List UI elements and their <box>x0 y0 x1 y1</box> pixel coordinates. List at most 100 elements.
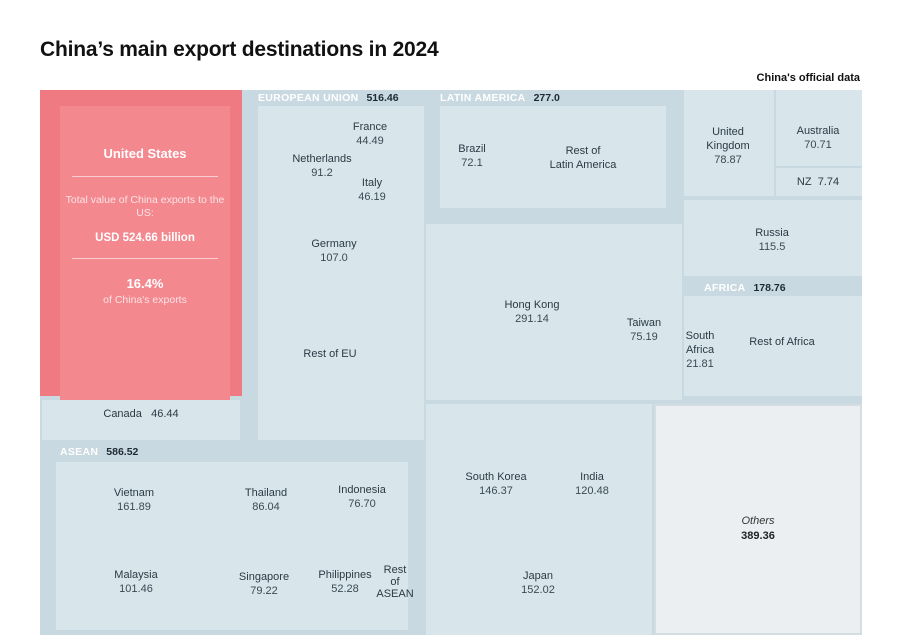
value-malaysia: 101.46 <box>119 583 153 595</box>
label-india: India <box>580 471 604 483</box>
region-asean: ASEAN 586.52 Vietnam 161.89 Thailand 86.04 … <box>40 442 424 635</box>
region-name-latam: LATIN AMERICA <box>440 92 526 104</box>
us-share-label: of China's exports <box>103 294 187 306</box>
region-total-asean: 586.52 <box>106 446 139 458</box>
region-total-eu: 516.46 <box>366 92 399 104</box>
value-vietnam: 161.89 <box>117 501 151 513</box>
cell-rest-latam: Rest of Latin America <box>549 145 617 171</box>
label-vietnam: Vietnam <box>113 487 155 499</box>
label-indonesia: Indonesia <box>338 484 386 496</box>
us-description: Total value of China exports to the US: <box>65 194 225 219</box>
label-thailand: Thailand <box>244 487 288 499</box>
label-hong-kong: Hong Kong <box>504 299 560 311</box>
cell-singapore: Singapore 79.22 <box>239 570 289 598</box>
us-total: USD 524.66 billion <box>95 232 195 244</box>
cell-italy: Italy 46.19 <box>358 176 386 204</box>
region-total-latam: 277.0 <box>533 92 560 104</box>
eu-cells <box>258 106 424 440</box>
region-header-asean: ASEAN 586.52 <box>60 446 138 458</box>
cell-others: Others 389.36 <box>654 404 862 635</box>
cell-japan: Japan 152.02 <box>521 569 555 597</box>
label-nz: NZ <box>796 176 812 188</box>
value-netherlands: 91.2 <box>311 167 333 179</box>
label-japan: Japan <box>523 570 553 582</box>
label-taiwan: Taiwan <box>626 317 662 329</box>
latam-cells <box>440 106 666 208</box>
region-name-asean: ASEAN <box>60 446 99 458</box>
value-others: 389.36 <box>741 530 775 542</box>
cell-thailand: Thailand 86.04 <box>245 486 287 514</box>
cell-rest-africa: Rest of Africa <box>749 335 814 349</box>
value-australia: 70.71 <box>804 139 832 151</box>
label-others: Others <box>741 515 775 527</box>
value-south-africa: 21.81 <box>686 358 714 370</box>
cell-malaysia: Malaysia 101.46 <box>114 568 157 596</box>
region-header-latam: LATIN AMERICA 277.0 <box>440 92 560 104</box>
label-brazil: Brazil <box>458 143 486 155</box>
cell-germany: Germany 107.0 <box>311 237 356 265</box>
region-name-africa: AFRICA <box>704 282 746 294</box>
label-russia: Russia <box>755 227 789 239</box>
label-uk: United Kingdom <box>706 126 750 152</box>
value-philippines: 52.28 <box>331 583 359 595</box>
cell-france: France 44.49 <box>353 120 387 148</box>
us-inner-panel: United States Total value of China expor… <box>60 106 230 400</box>
label-singapore: Singapore <box>238 571 290 583</box>
label-rest-eu: Rest of EU <box>303 348 357 360</box>
value-russia: 115.5 <box>758 241 786 253</box>
region-africa: AFRICA 178.76 South Africa 21.81 Rest of A… <box>684 280 862 400</box>
cell-indonesia: Indonesia 76.70 <box>338 483 386 511</box>
value-south-korea: 146.37 <box>479 485 513 497</box>
label-france: France <box>352 121 388 133</box>
label-australia: Australia <box>796 125 840 137</box>
value-uk: 78.87 <box>714 154 742 166</box>
region-latam: LATIN AMERICA 277.0 Brazil 72.1 Rest of La… <box>426 90 682 222</box>
cell-canada: Canada 46.44 <box>42 400 240 440</box>
cell-hong-kong: Hong Kong 291.14 <box>504 298 559 326</box>
us-block: United States Total value of China expor… <box>40 90 242 400</box>
value-italy: 46.19 <box>358 191 386 203</box>
label-south-africa: South Africa <box>685 330 715 356</box>
label-philippines: Philippines <box>318 569 372 581</box>
region-name-eu: EUROPEAN UNION <box>258 92 359 104</box>
cell-australia: Australia 70.71 <box>776 90 862 166</box>
value-brazil: 72.1 <box>461 157 483 169</box>
treemap: United States Total value of China expor… <box>40 90 862 635</box>
region-eu: EUROPEAN UNION 516.46 Netherlands 91.2 Fra… <box>242 90 424 440</box>
value-hong-kong: 291.14 <box>515 313 549 325</box>
cell-vietnam: Vietnam 161.89 <box>114 486 154 514</box>
cell-korea-india-japan: South Korea 146.37 India 120.48 Japan 152.0… <box>426 404 652 635</box>
value-india: 120.48 <box>575 485 609 497</box>
africa-cells <box>684 296 862 396</box>
cell-rest-eu: Rest of EU <box>303 347 356 361</box>
value-indonesia: 76.70 <box>348 498 376 510</box>
region-total-africa: 178.76 <box>753 282 786 294</box>
cell-hk-taiwan: Hong Kong 291.14 Taiwan 75.19 <box>426 224 682 400</box>
cell-south-africa: South Africa 21.81 <box>686 329 715 371</box>
cell-nz: NZ 7.74 <box>776 168 862 196</box>
chart-title: China’s main export destinations in 2024 <box>40 38 439 61</box>
label-netherlands: Netherlands <box>292 153 352 165</box>
cell-south-korea: South Korea 146.37 <box>465 470 526 498</box>
label-italy: Italy <box>361 177 383 189</box>
asean-cells <box>56 462 408 630</box>
source-note: China's official data <box>756 72 860 84</box>
region-header-africa: AFRICA 178.76 <box>704 282 786 294</box>
cell-brazil: Brazil 72.1 <box>458 142 486 170</box>
label-canada: Canada <box>103 408 142 420</box>
cell-taiwan: Taiwan 75.19 <box>627 316 661 344</box>
cell-russia: Russia 115.5 <box>684 200 862 276</box>
cell-rest-asean: Rest of ASEAN <box>376 564 414 600</box>
cell-netherlands: Netherlands 91.2 <box>292 152 351 180</box>
cell-india: India 120.48 <box>575 470 609 498</box>
us-divider <box>72 176 218 177</box>
value-france: 44.49 <box>356 135 384 147</box>
cell-philippines: Philippines 52.28 <box>318 568 371 596</box>
us-share: 16.4% <box>126 276 164 291</box>
label-germany: Germany <box>311 238 357 250</box>
value-germany: 107.0 <box>320 252 348 264</box>
us-name: United States <box>103 146 187 161</box>
us-divider-2 <box>72 258 218 259</box>
label-south-korea: South Korea <box>465 471 527 483</box>
label-rest-africa: Rest of Africa <box>749 336 815 348</box>
